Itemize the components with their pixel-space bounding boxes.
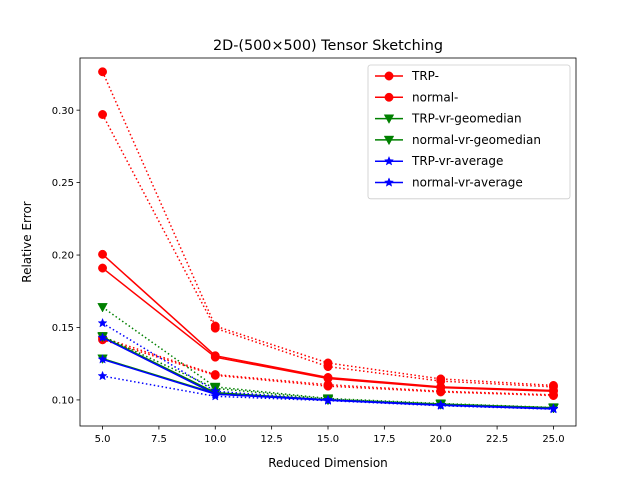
data-point-13-1 bbox=[210, 391, 221, 401]
y-tick-label: 0.10 bbox=[52, 396, 74, 407]
x-tick-label: 5.0 bbox=[95, 434, 111, 445]
series-13 bbox=[97, 370, 559, 414]
legend-item: TRP- bbox=[375, 69, 439, 83]
data-point-5-2 bbox=[323, 381, 333, 391]
data-point-13-4 bbox=[548, 403, 559, 414]
y-tick-label: 0.20 bbox=[52, 251, 74, 262]
x-tick-label: 17.5 bbox=[373, 434, 395, 445]
data-point-5-3 bbox=[436, 387, 446, 397]
series-line-8 bbox=[102, 306, 554, 409]
legend-label: normal- bbox=[412, 90, 458, 104]
x-tick-label: 12.5 bbox=[261, 434, 283, 445]
legend-swatch-marker bbox=[383, 155, 395, 166]
data-point-10-0 bbox=[97, 332, 108, 342]
data-point-11-0 bbox=[97, 354, 108, 364]
x-tick-label: 15.0 bbox=[317, 434, 339, 445]
legend-item: TRP-vr-average bbox=[375, 154, 503, 168]
x-tick-label: 10.0 bbox=[204, 434, 226, 445]
data-point-3-2 bbox=[323, 362, 333, 372]
legend-swatch-marker bbox=[384, 71, 394, 81]
data-point-5-1 bbox=[210, 370, 220, 380]
x-tick-label: 22.5 bbox=[486, 434, 508, 445]
legend-item: normal-vr-geomedian bbox=[375, 133, 541, 147]
legend-swatch-marker bbox=[384, 92, 394, 102]
legend-label: normal-vr-average bbox=[412, 176, 523, 190]
legend-box bbox=[367, 64, 571, 200]
legend-label: TRP- bbox=[411, 69, 439, 83]
series-5 bbox=[98, 335, 558, 401]
data-point-5-4 bbox=[549, 391, 558, 401]
y-tick-label: 0.30 bbox=[52, 106, 74, 117]
legend-item: normal- bbox=[375, 90, 458, 104]
x-tick-label: 7.5 bbox=[151, 434, 167, 445]
x-axis-label: Reduced Dimension bbox=[268, 456, 388, 470]
data-point-8-0 bbox=[97, 303, 108, 313]
legend-label: normal-vr-geomedian bbox=[412, 133, 541, 147]
data-point-3-0 bbox=[98, 110, 107, 119]
data-point-2-0 bbox=[98, 67, 107, 77]
data-point-12-0 bbox=[97, 317, 108, 328]
legend-item: normal-vr-average bbox=[375, 176, 523, 190]
legend-swatch-marker bbox=[383, 177, 395, 187]
y-axis-label: Relative Error bbox=[20, 201, 34, 283]
legend-label: TRP-vr-average bbox=[411, 154, 503, 168]
data-point-13-2 bbox=[322, 395, 334, 405]
data-point-3-4 bbox=[549, 382, 558, 392]
data-point-13-3 bbox=[435, 400, 446, 410]
data-point-1-1 bbox=[210, 352, 220, 362]
data-point-3-1 bbox=[210, 323, 220, 333]
y-tick-label: 0.15 bbox=[52, 323, 74, 334]
series-layer bbox=[97, 67, 559, 414]
series-line-13 bbox=[102, 375, 554, 410]
legend: TRP-normal- TRP-vr-geomedian normal-vr-geo… bbox=[367, 64, 571, 200]
chart-title: 2D-(500×500) Tensor Sketching bbox=[213, 38, 443, 54]
x-tick-label: 20.0 bbox=[430, 434, 452, 445]
legend-swatch-marker bbox=[383, 135, 395, 146]
y-tick-label: 0.25 bbox=[52, 178, 74, 189]
legend-item: TRP-vr-geomedian bbox=[375, 112, 522, 126]
legend-swatch-marker bbox=[383, 114, 395, 124]
series-3 bbox=[98, 110, 558, 392]
axes-layer: 5.0 7.5 10.0 12.5 15.0 17.5 20.0 22.5 25.0 0.10 0.… bbox=[52, 57, 577, 445]
x-tick-label: 25.0 bbox=[542, 434, 564, 445]
data-point-0-0 bbox=[98, 249, 107, 259]
legend-label: TRP-vr-geomedian bbox=[411, 112, 522, 126]
data-point-1-0 bbox=[98, 263, 107, 273]
data-point-13-0 bbox=[97, 370, 108, 381]
data-point-3-3 bbox=[436, 376, 446, 386]
